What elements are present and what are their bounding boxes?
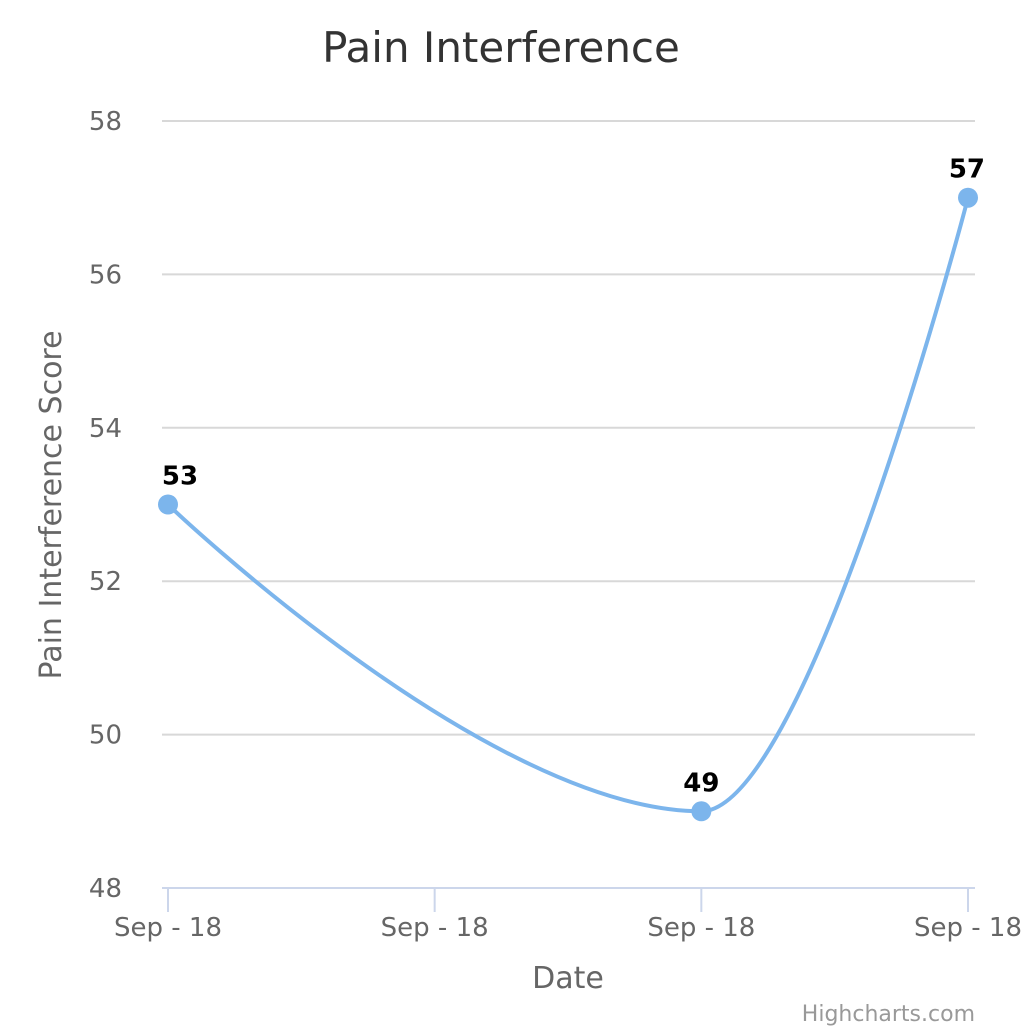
series-group <box>158 187 978 822</box>
data-label: 57 <box>949 155 985 185</box>
series-line <box>166 195 970 814</box>
data-point[interactable] <box>691 801 712 822</box>
y-tick-label: 58 <box>89 107 122 137</box>
x-axis-title: Date <box>532 961 604 996</box>
grid-lines <box>162 120 975 736</box>
data-label: 49 <box>683 768 719 798</box>
y-tick-label: 56 <box>89 260 122 290</box>
data-labels: 53 49 57 <box>162 155 985 799</box>
y-tick-label: 48 <box>89 874 122 904</box>
y-tick-label: 52 <box>89 567 122 597</box>
y-tick-label: 50 <box>89 721 122 751</box>
y-axis: 48 50 52 54 56 58 <box>89 107 122 904</box>
y-tick-label: 54 <box>89 414 122 444</box>
x-tick-label: Sep - 18 <box>914 913 1022 943</box>
y-axis-title: Pain Interference Score <box>34 330 69 679</box>
x-tick-label: Sep - 18 <box>114 913 222 943</box>
x-tick-label: Sep - 18 <box>381 913 489 943</box>
data-point[interactable] <box>958 187 978 208</box>
data-point[interactable] <box>158 494 178 515</box>
x-tick-label: Sep - 18 <box>647 913 755 943</box>
data-label: 53 <box>162 462 198 492</box>
x-axis: Sep - 18 Sep - 18 Sep - 18 Sep - 18 <box>114 887 1022 943</box>
credits-link[interactable]: Highcharts.com <box>802 1002 975 1027</box>
chart-title: Pain Interference <box>322 23 680 72</box>
